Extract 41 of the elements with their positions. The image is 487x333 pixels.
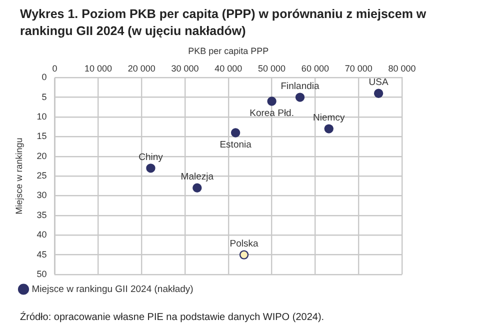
x-tick-label: 0 [52, 64, 58, 74]
annotation: Niemcy [313, 112, 345, 124]
y-tick-label: 0 [42, 72, 47, 82]
annotation: USA [368, 77, 389, 88]
legend-label: Miejsce w rankingu GII 2024 (nakłady) [32, 284, 194, 295]
annotation: Finlandia [280, 81, 320, 92]
y-tick-label: 25 [36, 170, 47, 181]
y-tick-label: 30 [36, 190, 47, 200]
chart-title: Wykres 1. Poziom PKB per capita (PPP) w porównaniu z miejscem w rankingu GII 2024 (w ujęciu nakładów) [20, 6, 428, 40]
point [239, 250, 249, 260]
x-axis-title: PKB per capita PPP [188, 46, 269, 56]
x-tick-label: 80 000 [388, 64, 416, 74]
y-tick-label: 5 [42, 92, 47, 102]
point [267, 96, 276, 106]
x-tick-label: 20 000 [128, 64, 156, 74]
annotation: Polska [230, 238, 259, 250]
y-tick-label: 50 [36, 268, 47, 279]
y-axis-title: Miejsce w rankingu [14, 138, 24, 214]
y-tick-label: 40 [36, 230, 47, 240]
x-tick-label: 10 000 [84, 64, 112, 74]
x-tick-label: 50 000 [258, 64, 286, 74]
y-tick-label: 20 [36, 150, 47, 161]
point [192, 183, 202, 192]
y-tick-label: 45 [36, 249, 47, 260]
annotation: Estonia [220, 140, 252, 151]
y-tick-label: 35 [36, 210, 47, 220]
x-tick-label: 30 000 [171, 64, 199, 74]
x-tick-label: 40 000 [214, 64, 242, 74]
annotation: Chiny [138, 152, 164, 164]
point [324, 124, 334, 134]
annotation: Korea Płd. [250, 108, 294, 120]
point [374, 88, 384, 98]
x-tick-label: 60 000 [301, 64, 329, 74]
annotation: Malezja [180, 172, 214, 183]
point [230, 128, 240, 138]
point [146, 164, 156, 173]
x-tick-label: 70 000 [344, 64, 372, 74]
point [295, 92, 305, 102]
text: Źródło: opracowanie własne PIE na podstawie danych WIPO (2024). [20, 312, 324, 323]
y-tick-label: 10 [36, 111, 47, 122]
y-tick-label: 15 [36, 131, 47, 142]
